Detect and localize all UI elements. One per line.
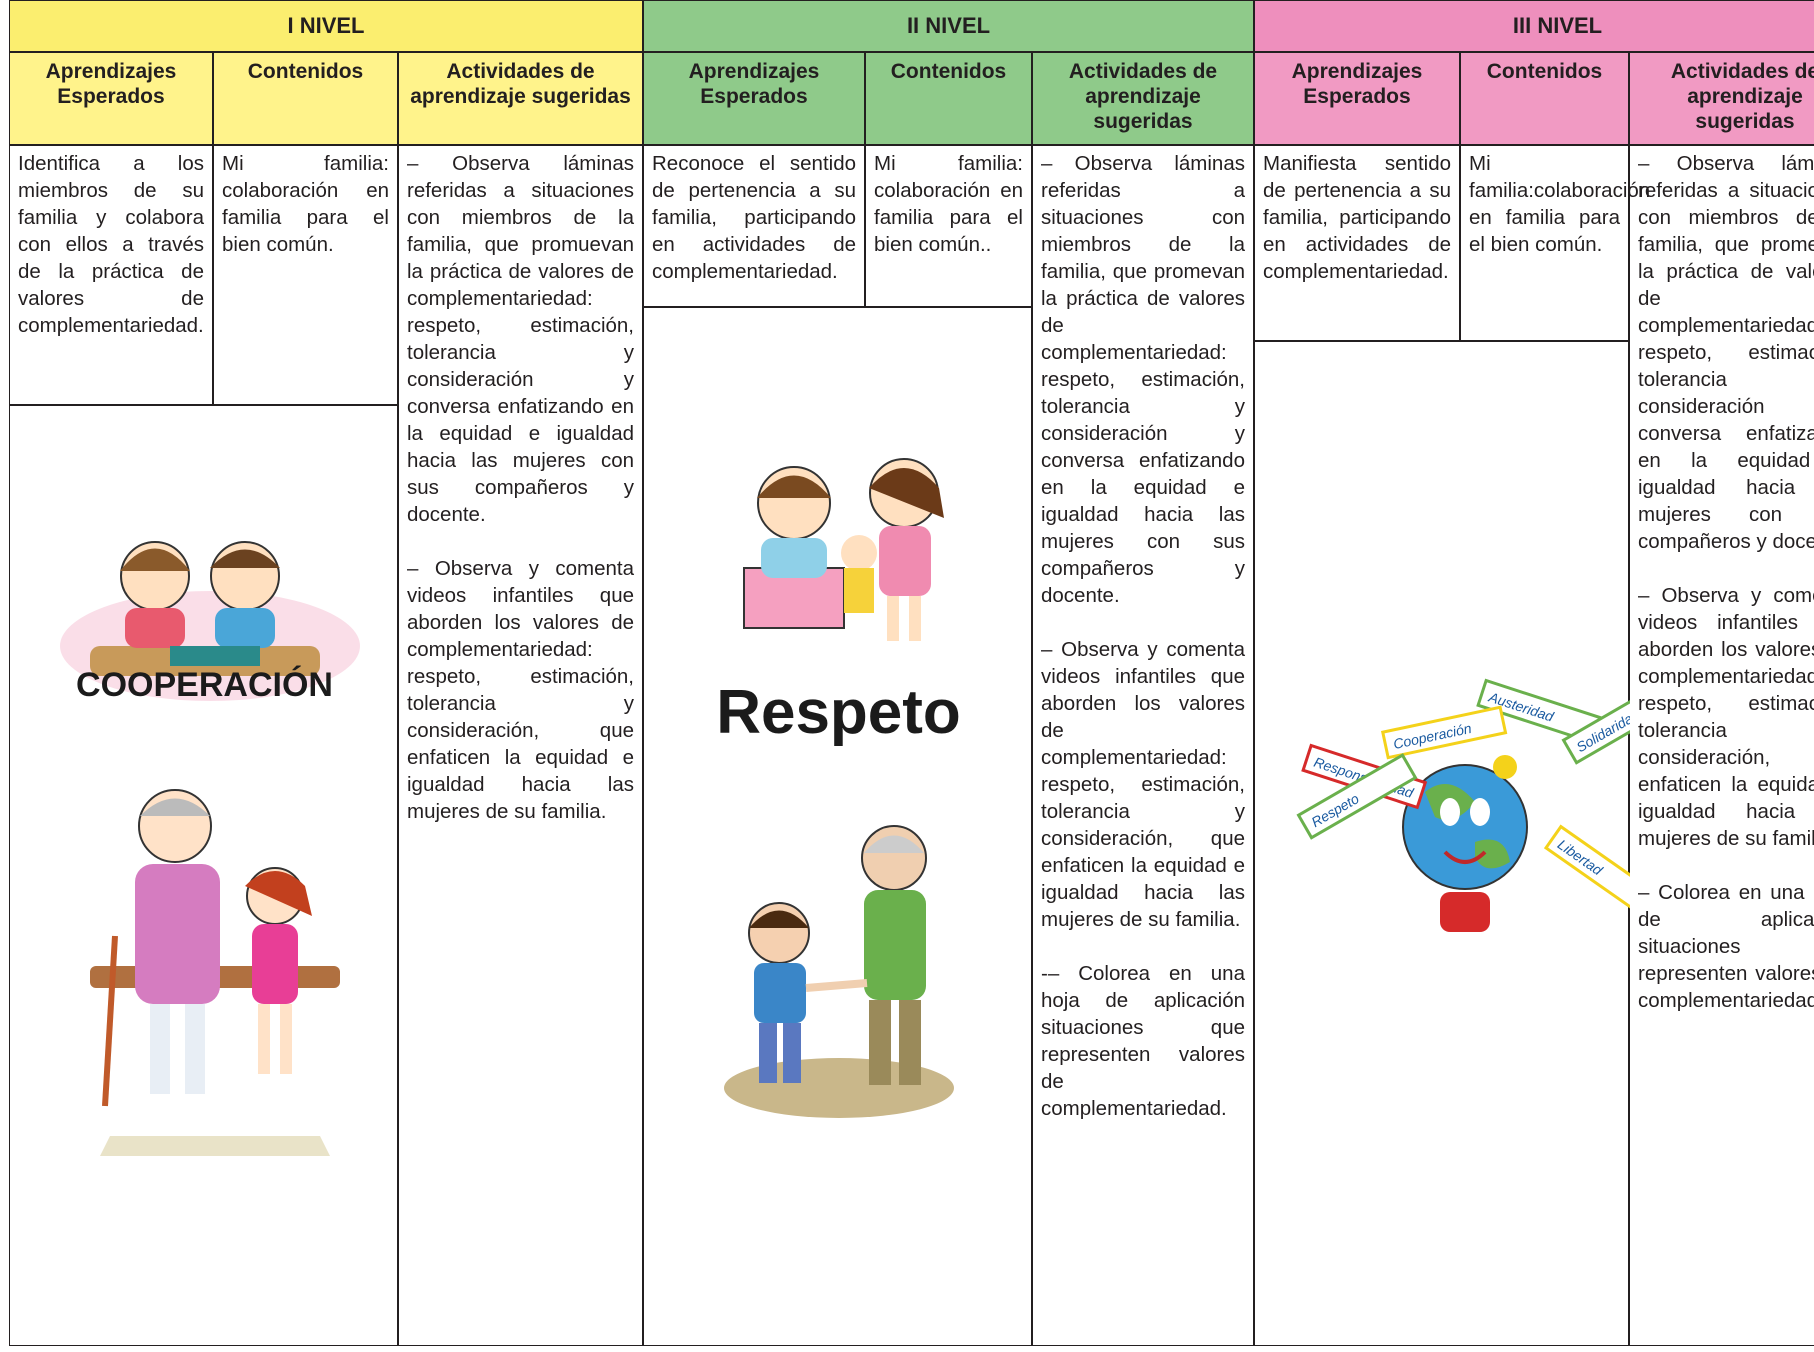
column-header: Contenidos xyxy=(1460,52,1629,145)
activity-paragraph: – Observa y comenta videos infantiles qu… xyxy=(1041,638,1245,931)
actividades-cell: – Observa láminas referidas a situacione… xyxy=(398,145,643,1346)
aprendizajes-cell: Manifiesta sentido de pertenencia a su f… xyxy=(1254,145,1460,341)
drawing xyxy=(1402,755,1528,932)
illustration: AusteridadCooperaciónSolidaridadResponsa… xyxy=(1296,678,1683,932)
aprendizajes-cell: Reconoce el sentido de pertenencia a su … xyxy=(643,145,865,307)
column-header: Contenidos xyxy=(865,52,1032,145)
contenidos-cell: Mi familia: colaboración en familia para… xyxy=(865,145,1032,307)
level-header: I NIVEL xyxy=(9,0,643,52)
activity-paragraph: – Observa y comenta videos infantiles qu… xyxy=(1638,584,1814,850)
activity-paragraph: – Observa láminas referidas a situacione… xyxy=(407,152,634,526)
image-caption: Respeto xyxy=(716,678,961,747)
activity-paragraph: – Observa láminas referidas a situacione… xyxy=(1638,152,1814,553)
illustration-cell: COOPERACIÓN xyxy=(9,405,398,1346)
column-header: Aprendizajes Esperados xyxy=(1254,52,1460,145)
value-banner: Libertad xyxy=(1543,824,1662,919)
actividades-cell: – Observa láminas referidas a situacione… xyxy=(1032,145,1254,1346)
column-header: Actividades de aprendizaje sugeridas xyxy=(398,52,643,145)
column-header: Actividades de aprendizaje sugeridas xyxy=(1629,52,1814,145)
column-header: Actividades de aprendizaje sugeridas xyxy=(1032,52,1254,145)
aprendizajes-cell: Identifica a los miembros de su familia … xyxy=(9,145,213,405)
drawing xyxy=(724,458,954,1118)
level-header: II NIVEL xyxy=(643,0,1254,52)
actividades-cell: – Observa láminas referidas a situacione… xyxy=(1629,145,1814,1346)
contenidos-cell: Mi familia:colaboración en familia para … xyxy=(1460,145,1650,341)
activity-paragraph: – Colorea en una hoja de aplicación situ… xyxy=(1638,881,1814,1012)
activity-paragraph: – Observa láminas referidas a situacione… xyxy=(1041,152,1245,607)
level-header: III NIVEL xyxy=(1254,0,1814,52)
column-header: Contenidos xyxy=(213,52,398,145)
column-header: Aprendizajes Esperados xyxy=(9,52,213,145)
illustration: Respeto xyxy=(716,458,961,1118)
banner-box xyxy=(1380,705,1508,760)
illustration-cell: AusteridadCooperaciónSolidaridadResponsa… xyxy=(1254,341,1683,1346)
drawing xyxy=(60,541,360,1156)
contenidos-cell: Mi familia: colaboración en familia para… xyxy=(213,145,398,405)
value-banner: Cooperación xyxy=(1380,705,1508,760)
image-caption: COOPERACIÓN xyxy=(76,666,333,704)
level-section: I NIVEL Aprendizajes Esperados Contenidos A… xyxy=(9,0,643,1346)
illustration: COOPERACIÓN xyxy=(60,541,360,1156)
level-section: II NIVEL Aprendizajes Esperados Contenidos… xyxy=(643,0,1254,1346)
column-header: Aprendizajes Esperados xyxy=(643,52,865,145)
level-section: III NIVEL Aprendizajes Esperados Contenido… xyxy=(1254,0,1814,1346)
activity-paragraph: – Observa y comenta videos infantiles qu… xyxy=(407,557,634,823)
illustration-cell: Respeto xyxy=(643,307,1032,1346)
activity-paragraph: -– Colorea en una hoja de aplicación sit… xyxy=(1041,962,1245,1120)
banner-box xyxy=(1296,753,1418,840)
